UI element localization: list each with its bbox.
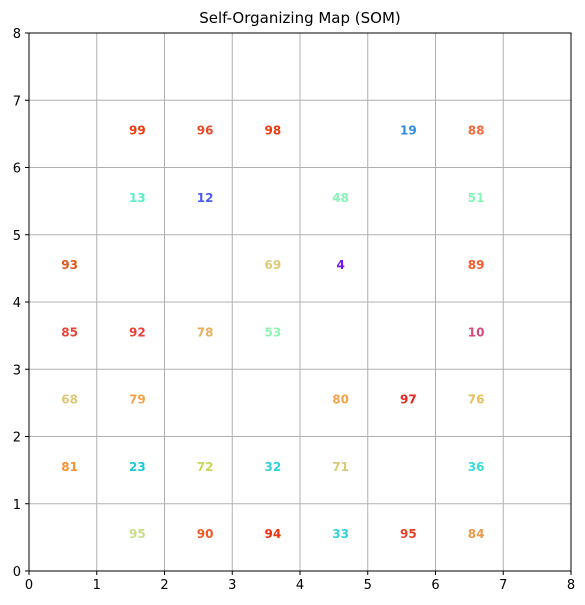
som-node-label: 72 <box>197 460 214 474</box>
x-tick-label: 8 <box>567 578 575 593</box>
som-node-label: 53 <box>265 325 282 339</box>
som-node-label: 84 <box>468 527 485 541</box>
som-node-label: 71 <box>332 460 349 474</box>
som-node-label: 78 <box>197 325 214 339</box>
som-node-label: 10 <box>468 325 485 339</box>
som-node-label: 33 <box>332 527 349 541</box>
y-tick-label: 2 <box>13 431 21 446</box>
som-node-label: 94 <box>265 527 282 541</box>
grid <box>28 32 572 572</box>
som-node-label: 36 <box>468 460 485 474</box>
plot-area <box>28 32 572 572</box>
x-tick-label: 4 <box>296 578 304 593</box>
som-node-label: 92 <box>129 325 146 339</box>
som-node-label: 81 <box>61 460 78 474</box>
som-node-label: 4 <box>336 258 344 272</box>
x-tick-label: 2 <box>160 578 168 593</box>
som-node-label: 13 <box>129 191 146 205</box>
x-tick-label: 6 <box>431 578 439 593</box>
som-node-label: 95 <box>129 527 146 541</box>
y-tick-label: 1 <box>13 498 21 513</box>
y-tick-label: 3 <box>13 363 21 378</box>
y-tick-label: 6 <box>13 162 21 177</box>
som-node-label: 32 <box>265 460 282 474</box>
chart-title: Self-Organizing Map (SOM) <box>199 9 401 27</box>
x-tick-label: 0 <box>25 578 33 593</box>
som-node-label: 19 <box>400 124 417 138</box>
som-node-label: 90 <box>197 527 214 541</box>
y-tick-label: 7 <box>13 94 21 109</box>
y-tick-label: 0 <box>13 565 21 580</box>
y-tick-label: 4 <box>13 296 21 311</box>
som-node-label: 89 <box>468 258 485 272</box>
som-node-label: 68 <box>61 393 78 407</box>
x-tick-label: 5 <box>364 578 372 593</box>
som-node-label: 76 <box>468 393 485 407</box>
som-node-label: 80 <box>332 393 349 407</box>
y-tick-label: 5 <box>13 229 21 244</box>
som-node-label: 93 <box>61 258 78 272</box>
som-node-label: 51 <box>468 191 485 205</box>
som-node-label: 48 <box>332 191 349 205</box>
y-tick-label: 8 <box>13 27 21 42</box>
som-node-label: 88 <box>468 124 485 138</box>
cell-labels: 99 96 98 19 88 13 12 48 51 93 69 4 89 85 92 78 53 10 68 79 8… <box>61 124 484 542</box>
som-node-label: 85 <box>61 325 78 339</box>
som-node-label: 79 <box>129 393 146 407</box>
som-node-label: 96 <box>197 124 214 138</box>
som-node-label: 95 <box>400 527 417 541</box>
x-tick-label: 1 <box>93 578 101 593</box>
x-tick-label: 7 <box>499 578 507 593</box>
x-tick-label: 3 <box>228 578 236 593</box>
som-node-label: 23 <box>129 460 146 474</box>
som-node-label: 99 <box>129 124 146 138</box>
som-node-label: 69 <box>265 258 282 272</box>
som-node-label: 97 <box>400 393 417 407</box>
som-node-label: 98 <box>265 124 282 138</box>
som-node-label: 12 <box>197 191 214 205</box>
